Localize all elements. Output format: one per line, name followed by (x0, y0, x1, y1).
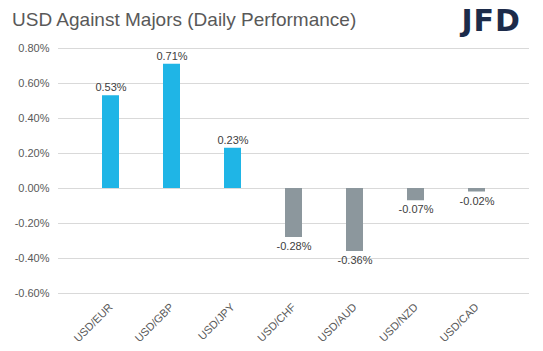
svg-text:USD/JPY: USD/JPY (196, 300, 238, 342)
svg-text:0.53%: 0.53% (95, 81, 126, 93)
svg-text:USD/EUR: USD/EUR (71, 301, 115, 345)
svg-text:0.20%: 0.20% (18, 147, 49, 159)
svg-text:USD/GBP: USD/GBP (132, 301, 175, 344)
svg-text:-0.28%: -0.28% (277, 240, 312, 252)
html-text:USD Against Majors (Daily Perf: USD Against Majors (Daily Performance) (12, 9, 357, 30)
svg-text:-0.02%: -0.02% (460, 195, 495, 207)
svg-text:0.80%: 0.80% (18, 42, 49, 54)
html-text:JFD: JFD (461, 3, 521, 38)
svg-text:-0.60%: -0.60% (15, 287, 50, 299)
svg-text:0.60%: 0.60% (18, 77, 49, 89)
svg-text:-0.20%: -0.20% (15, 217, 50, 229)
svg-text:0.40%: 0.40% (18, 112, 49, 124)
svg-text:-0.07%: -0.07% (399, 203, 434, 215)
svg-text:USD/NZD: USD/NZD (377, 301, 420, 344)
svg-text:0.00%: 0.00% (18, 182, 49, 194)
svg-text:0.71%: 0.71% (156, 50, 187, 62)
svg-text:-0.40%: -0.40% (15, 252, 50, 264)
svg-text:USD/CAD: USD/CAD (437, 301, 481, 345)
svg-text:USD/CHF: USD/CHF (255, 301, 298, 344)
svg-text:-0.36%: -0.36% (338, 254, 373, 266)
svg-text:0.23%: 0.23% (217, 134, 248, 146)
svg-text:USD/AUD: USD/AUD (315, 301, 359, 345)
